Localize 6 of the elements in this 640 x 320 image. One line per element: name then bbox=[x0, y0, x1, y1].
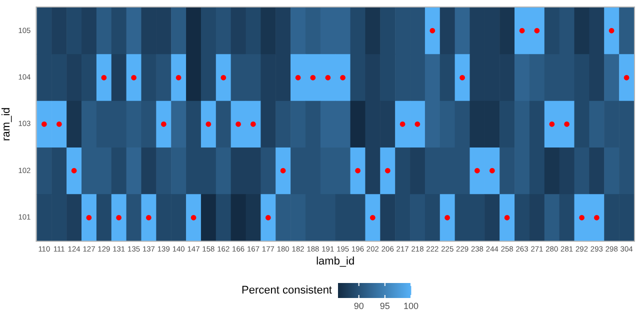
x-axis-title: lamb_id bbox=[316, 255, 355, 268]
color-bar-label: 90 bbox=[354, 300, 364, 311]
y-axis-title: ram_id bbox=[0, 107, 13, 141]
color-bar-label: 100 bbox=[403, 300, 419, 311]
color-bar-label: 95 bbox=[380, 300, 390, 311]
legend-title: Percent consistent bbox=[242, 284, 332, 297]
